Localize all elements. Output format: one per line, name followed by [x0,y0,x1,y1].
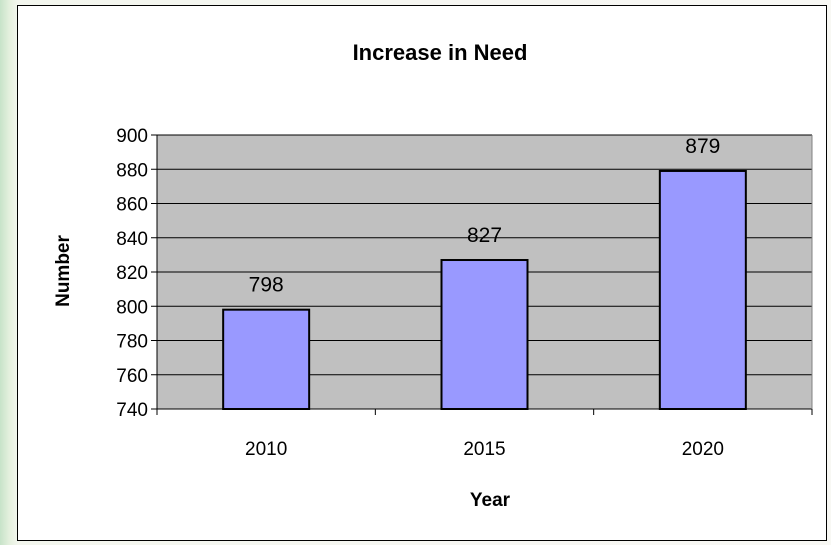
y-tick-label: 860 [116,195,148,216]
y-axis-title: Number [53,235,74,307]
y-tick-label: 840 [116,229,148,250]
y-tick-label: 800 [116,297,148,318]
y-tick-label: 780 [116,332,148,353]
x-axis-title: Year [470,490,511,511]
chart-frame: Increase in Need 740 760 780 800 820 840 860 88… [17,5,827,541]
chart-title: Increase in Need [353,40,528,65]
data-label: 798 [249,274,284,297]
y-tick-label: 820 [116,263,148,284]
bar [658,169,747,410]
data-label: 879 [685,135,720,158]
y-tick-label: 740 [116,400,148,421]
bar [222,308,311,410]
y-tick-label: 880 [116,160,148,181]
x-tick-label: 2015 [463,439,505,460]
x-tick-label: 2010 [245,439,287,460]
bar-chart: Increase in Need 740 760 780 800 820 840 860 88… [53,40,813,511]
y-tick-label: 760 [116,366,148,387]
y-tick-label: 900 [116,126,148,147]
x-tick-label: 2020 [682,439,724,460]
data-label: 827 [467,224,502,247]
bar [440,259,529,410]
